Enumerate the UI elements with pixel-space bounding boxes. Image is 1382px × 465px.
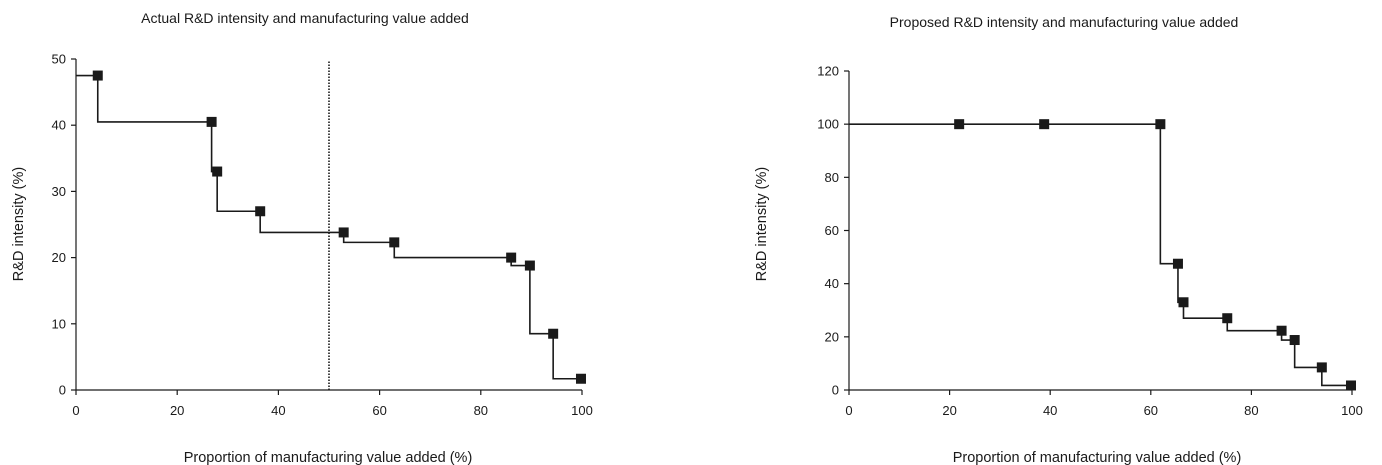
y-tick-label: 120 [817, 64, 839, 79]
x-tick-label: 40 [1043, 403, 1057, 418]
data-point-marker [575, 373, 586, 384]
y-tick-label: 20 [52, 250, 66, 265]
x-axis-label: Proportion of manufacturing value added … [953, 450, 1242, 465]
y-tick-label: 40 [52, 118, 66, 133]
y-tick-label: 60 [825, 223, 839, 238]
data-point-marker [524, 260, 535, 271]
data-point-marker [338, 227, 349, 238]
y-tick-label: 0 [832, 383, 839, 398]
data-point-marker [1155, 119, 1166, 130]
x-tick-label: 80 [474, 403, 488, 418]
data-point-marker [506, 252, 517, 263]
x-axis-label: Proportion of manufacturing value added … [184, 450, 473, 465]
data-point-marker [1316, 362, 1327, 373]
actual-rd-chart: Actual R&D intensity and manufacturing v… [11, 10, 593, 465]
data-point-marker [1289, 335, 1300, 346]
data-point-marker [954, 119, 965, 130]
chart-title: Proposed R&D intensity and manufacturing… [890, 14, 1239, 30]
data-point-marker [1178, 297, 1189, 308]
x-tick-label: 20 [942, 403, 956, 418]
chart-title: Actual R&D intensity and manufacturing v… [141, 10, 469, 26]
x-tick-label: 60 [1144, 403, 1158, 418]
x-tick-label: 0 [845, 403, 852, 418]
x-tick-label: 100 [1341, 403, 1363, 418]
data-point-marker [1172, 258, 1183, 269]
data-point-marker [255, 206, 266, 217]
x-tick-label: 0 [72, 403, 79, 418]
x-tick-label: 20 [170, 403, 184, 418]
x-tick-label: 80 [1244, 403, 1258, 418]
data-point-marker [1222, 313, 1233, 324]
data-point-marker [1276, 325, 1287, 336]
y-tick-label: 10 [52, 316, 66, 331]
y-tick-label: 40 [825, 276, 839, 291]
y-tick-label: 0 [59, 383, 66, 398]
step-series-line [849, 123, 1351, 387]
data-point-marker [212, 166, 223, 177]
y-tick-label: 80 [825, 170, 839, 185]
y-tick-label: 30 [52, 184, 66, 199]
data-point-marker [92, 70, 103, 81]
data-point-marker [389, 237, 400, 248]
data-point-marker [206, 116, 217, 127]
y-tick-label: 20 [825, 329, 839, 344]
x-tick-label: 100 [571, 403, 593, 418]
x-tick-label: 60 [372, 403, 386, 418]
x-tick-label: 40 [271, 403, 285, 418]
data-point-marker [1345, 380, 1356, 391]
proposed-rd-chart: Proposed R&D intensity and manufacturing… [754, 14, 1363, 465]
y-tick-label: 100 [817, 117, 839, 132]
y-tick-label: 50 [52, 52, 66, 67]
data-point-marker [548, 328, 559, 339]
data-point-marker [1039, 119, 1050, 130]
y-axis-label: R&D intensity (%) [11, 167, 27, 281]
y-axis-label: R&D intensity (%) [754, 167, 770, 281]
